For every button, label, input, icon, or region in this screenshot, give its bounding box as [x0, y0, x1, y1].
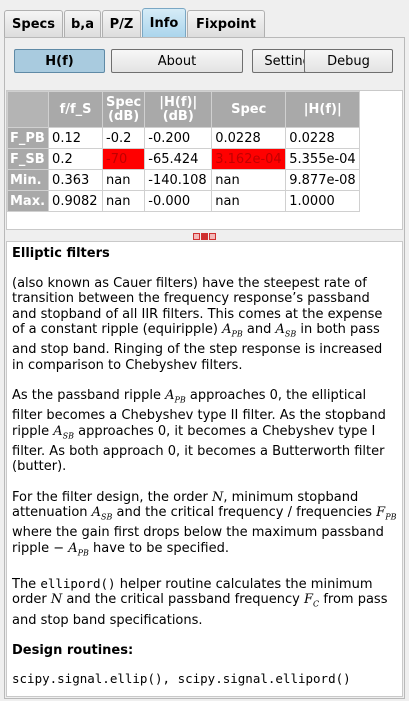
table-row: F_PB 0.12 -0.2 -0.200 0.0228 0.0228	[6, 127, 361, 149]
row-header-fsb[interactable]: F_SB	[6, 148, 50, 170]
table-cell[interactable]: 0.0228	[211, 127, 287, 149]
col-header-hf-db[interactable]: |H(f)| (dB)	[144, 91, 213, 128]
row-header-fpb[interactable]: F_PB	[6, 127, 50, 149]
info-title: Elliptic filters	[12, 246, 110, 261]
info-text-panel: Elliptic filters (also known as Cauer fi…	[6, 241, 403, 697]
spec-table-panel: f/f_S Spec (dB) |H(f)| (dB) Spec |H(f)| …	[6, 90, 403, 230]
table-cell[interactable]: 0.0228	[285, 127, 361, 149]
table-cell[interactable]: nan	[102, 190, 146, 212]
table-cell[interactable]: 1.0000	[285, 190, 361, 212]
debug-button[interactable]: Debug	[304, 49, 393, 73]
table-cell[interactable]: 9.877e-08	[285, 169, 361, 191]
col-header-hf[interactable]: |H(f)|	[285, 91, 361, 128]
info-paragraph: For the filter design, the order N, mini…	[12, 489, 397, 558]
table-cell[interactable]: 5.355e-04	[285, 148, 361, 170]
splitter-dot	[201, 233, 208, 240]
table-cell[interactable]: 0.2	[48, 148, 104, 170]
splitter-dot	[209, 233, 216, 240]
hf-button[interactable]: H(f)	[14, 49, 105, 73]
table-cell[interactable]: 0.12	[48, 127, 104, 149]
tab-pz[interactable]: P/Z	[102, 10, 141, 38]
tab-info[interactable]: Info	[142, 8, 186, 38]
col-header-spec[interactable]: Spec	[211, 91, 287, 128]
splitter-handle[interactable]	[193, 233, 216, 240]
tab-bar: Specs b,a P/Z Info Fixpoint	[4, 8, 266, 38]
design-routines-list: scipy.signal.ellip(), scipy.signal.ellip…	[12, 670, 351, 686]
info-paragraph: As the passband ripple APB approaches 0,…	[12, 388, 386, 475]
table-cell[interactable]: 0.9082	[48, 190, 104, 212]
table-cell[interactable]: -0.200	[144, 127, 213, 149]
table-cell[interactable]: -0.000	[144, 190, 213, 212]
table-row: Max. 0.9082 nan -0.000 nan 1.0000	[6, 190, 361, 212]
table-cell[interactable]: -65.424	[144, 148, 213, 170]
tab-fixpoint[interactable]: Fixpoint	[187, 10, 265, 38]
table-cell-warning[interactable]: -70	[102, 148, 146, 170]
col-header-fs[interactable]: f/f_S	[48, 91, 104, 128]
table-row: Min. 0.363 nan -140.108 nan 9.877e-08	[6, 169, 361, 191]
tab-ba[interactable]: b,a	[64, 10, 101, 38]
tab-specs[interactable]: Specs	[4, 10, 63, 38]
table-cell[interactable]: 0.363	[48, 169, 104, 191]
table-header-row: f/f_S Spec (dB) |H(f)| (dB) Spec |H(f)|	[6, 91, 361, 128]
about-button[interactable]: About	[111, 49, 243, 73]
info-paragraph: The ellipord() helper routine calculates…	[12, 575, 388, 628]
table-cell[interactable]: -0.2	[102, 127, 146, 149]
code-ellipord: ellipord()	[40, 575, 116, 591]
table-cell[interactable]: -140.108	[144, 169, 213, 191]
table-row: F_SB 0.2 -70 -65.424 3.162e-04 5.355e-04	[6, 148, 361, 170]
spec-table: f/f_S Spec (dB) |H(f)| (dB) Spec |H(f)| …	[6, 91, 361, 212]
col-header-spec-db[interactable]: Spec (dB)	[102, 91, 146, 128]
table-cell[interactable]: nan	[211, 190, 287, 212]
row-header-max[interactable]: Max.	[6, 190, 50, 212]
design-routines-heading: Design routines:	[12, 643, 134, 659]
row-header-min[interactable]: Min.	[6, 169, 50, 191]
table-cell[interactable]: nan	[211, 169, 287, 191]
table-corner	[6, 91, 50, 128]
info-paragraph: (also known as Cauer filters) have the s…	[12, 275, 383, 373]
splitter-dot	[193, 233, 200, 240]
info-pane: H(f) About Settings Debug f/f_S Spec (dB…	[4, 37, 405, 699]
table-cell[interactable]: nan	[102, 169, 146, 191]
table-cell-warning[interactable]: 3.162e-04	[211, 148, 287, 170]
